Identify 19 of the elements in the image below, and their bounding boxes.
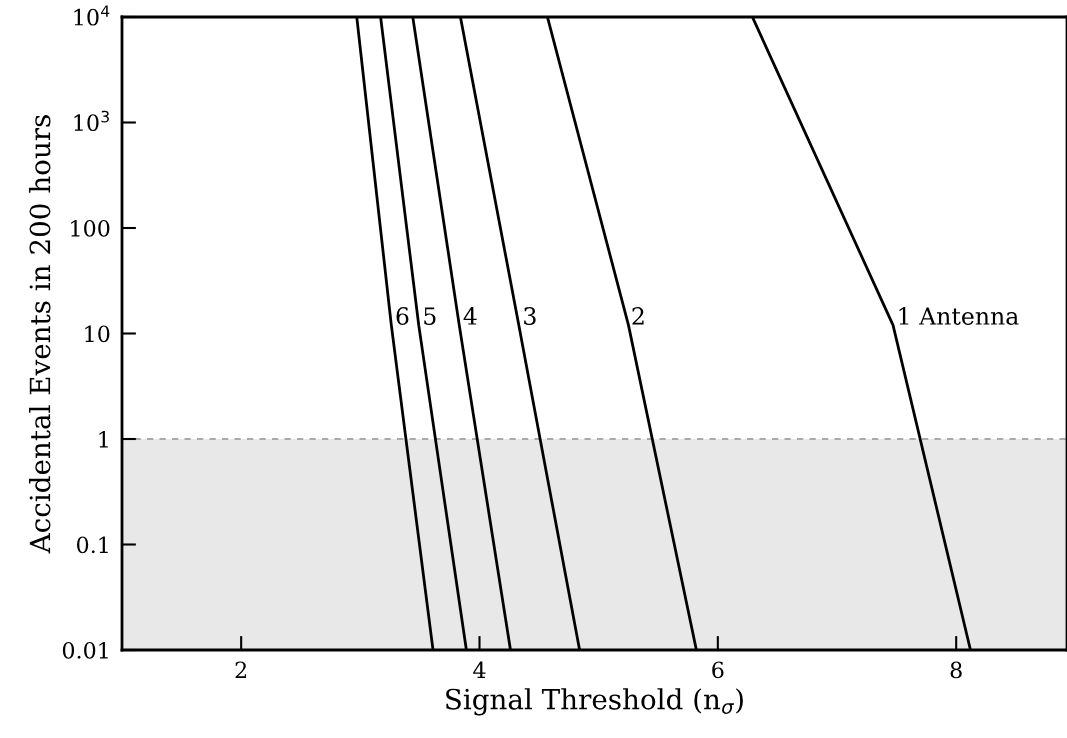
- x-tick-label: 6: [712, 661, 724, 679]
- annotation: 6: [396, 307, 409, 325]
- y-axis-title: Accidental Events in 200 hours: [28, 115, 51, 554]
- x-axis-title: Signal Threshold (n$_{σ}$): [446, 688, 743, 716]
- y-tick-label: 0.01: [62, 641, 108, 659]
- y-tick-label: 1: [99, 430, 108, 448]
- annotation: 1 Antenna: [899, 307, 1019, 325]
- x-tick-label: 2: [235, 661, 247, 678]
- x-tick-label: 8: [950, 661, 962, 679]
- annotation: 4: [463, 307, 477, 325]
- y-tick-label: 0.1: [77, 536, 108, 554]
- y-tick-label: 100: [71, 219, 110, 237]
- x-tick-label: 4: [473, 661, 486, 678]
- y-tick-label: 10$^{4}$: [74, 5, 110, 26]
- annotation: 5: [424, 307, 436, 325]
- y-tick-label: 10$^{3}$: [74, 110, 109, 132]
- y-tick-label: 10: [85, 325, 110, 343]
- annotation: 2: [632, 307, 644, 325]
- annotation: 3: [524, 307, 536, 325]
